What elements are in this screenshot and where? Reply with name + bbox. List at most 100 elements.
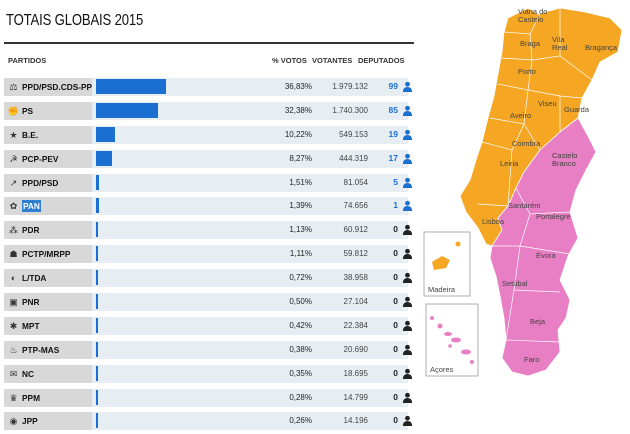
- svg-text:Faro: Faro: [524, 355, 539, 364]
- vote-count: 81.054: [343, 177, 368, 187]
- page-title: TOTAIS GLOBAIS 2015: [6, 12, 144, 29]
- party-cell: ♛ PPM: [4, 388, 92, 407]
- ppm-logo-icon: ♛: [9, 392, 18, 403]
- vote-percentage: 1,39%: [289, 201, 312, 211]
- table-row[interactable]: ✱ MPT 0,42% 22.384 0: [4, 315, 416, 339]
- vote-count: 18.695: [343, 368, 368, 378]
- vote-percentage: 0,42%: [289, 320, 312, 330]
- person-icon: [402, 249, 413, 260]
- svg-text:Portalegre: Portalegre: [536, 212, 571, 221]
- ptp-logo-icon: ♨: [9, 344, 18, 355]
- seat-count: 0: [393, 272, 398, 283]
- row-background: [4, 245, 408, 264]
- seat-count: 17: [388, 152, 398, 163]
- table-row[interactable]: ☭ PCP-PEV 8,27% 444.319 17: [4, 148, 416, 172]
- person-icon: [402, 201, 413, 212]
- svg-text:Évora: Évora: [536, 251, 556, 260]
- party-name: PPM: [22, 392, 40, 403]
- party-cell: ⚖ PPD/PSD.CDS-PP: [4, 78, 92, 96]
- party-cell: ▣ PNR: [4, 293, 92, 312]
- seat-count: 0: [393, 224, 398, 235]
- table-row[interactable]: ◐ L/TDA 0,72% 38.958 0: [4, 267, 416, 291]
- vote-count: 20.690: [343, 344, 368, 354]
- person-icon: [402, 416, 413, 427]
- person-icon: [402, 129, 413, 140]
- seat-count: 5: [393, 176, 398, 187]
- table-row[interactable]: ★ B.E. 10,22% 549.153 19: [4, 124, 416, 148]
- person-icon: [402, 81, 413, 92]
- row-background: [4, 173, 408, 192]
- jpp-logo-icon: ◉: [9, 416, 18, 427]
- seat-count: 0: [393, 319, 398, 330]
- vote-count: 60.912: [343, 225, 368, 235]
- vote-share-bar: [96, 79, 166, 94]
- seat-count: 0: [393, 296, 398, 307]
- vote-count: 27.104: [343, 297, 368, 307]
- table-row[interactable]: ↗ PPD/PSD 1,51% 81.054 5: [4, 172, 416, 196]
- vote-share-bar: [96, 126, 116, 142]
- svg-text:Açores: Açores: [430, 365, 454, 374]
- table-row[interactable]: ✊ PS 32,38% 1.740.300 85: [4, 100, 416, 124]
- vote-share-bar: [96, 150, 112, 166]
- ps-logo-icon: ✊: [7, 105, 20, 116]
- coalition-logo-icon: ⚖: [9, 82, 18, 92]
- party-cell: ◉ JPP: [4, 412, 92, 431]
- party-cell: ⁂ PDR: [4, 221, 92, 240]
- svg-text:Madeira: Madeira: [428, 285, 456, 294]
- svg-text:Viseu: Viseu: [538, 99, 557, 108]
- vote-count: 1.979.132: [332, 82, 368, 91]
- vote-share-bar: [96, 222, 99, 238]
- person-icon: [402, 272, 413, 284]
- svg-text:Viana do: Viana do: [518, 7, 547, 16]
- svg-text:Santarém: Santarém: [508, 201, 541, 210]
- table-row[interactable]: ♛ PPM 0,28% 14.799 0: [4, 387, 416, 411]
- vote-percentage: 0,72%: [289, 273, 312, 283]
- table-row[interactable]: ✿ PAN 1,39% 74.656 1: [4, 195, 416, 219]
- table-row[interactable]: ✉ NC 0,35% 18.695 0: [4, 363, 416, 387]
- table-row[interactable]: ♨ PTP-MAS 0,38% 20.690 0: [4, 339, 416, 363]
- vote-count: 444.319: [339, 153, 368, 163]
- psd-logo-icon: ↗: [9, 177, 18, 188]
- svg-text:Braga: Braga: [520, 39, 541, 48]
- seat-count: 0: [393, 248, 398, 259]
- table-row[interactable]: ▣ PNR 0,50% 27.104 0: [4, 291, 416, 315]
- svg-text:Leiria: Leiria: [500, 159, 519, 168]
- livre-logo-icon: ◐: [10, 273, 17, 284]
- svg-text:Porto: Porto: [518, 67, 536, 76]
- party-cell: ☭ PCP-PEV: [4, 149, 92, 168]
- vote-share-bar: [96, 413, 98, 429]
- person-icon: [402, 153, 413, 164]
- table-row[interactable]: ☗ PCTP/MRPP 1,11% 59.812 0: [4, 243, 416, 267]
- header-votantes: VOTANTES: [312, 56, 353, 65]
- table-row[interactable]: ⚖ PPD/PSD.CDS-PP 36,83% 1.979.132 99: [4, 76, 416, 100]
- party-cell: ✿ PAN: [4, 197, 92, 216]
- party-name: PPD/PSD: [22, 177, 59, 188]
- acores-islands: [430, 316, 474, 364]
- vote-share-bar: [96, 174, 99, 190]
- svg-text:Aveiro: Aveiro: [510, 111, 531, 120]
- person-icon: [402, 344, 413, 355]
- header-votos: % VOTOS: [272, 56, 307, 65]
- person-icon: [402, 368, 413, 379]
- porto-santo-island: [455, 241, 461, 247]
- row-background: [4, 269, 408, 288]
- party-cell: ✱ MPT: [4, 316, 92, 335]
- vote-percentage: 10,22%: [284, 129, 312, 139]
- party-cell: ◐ L/TDA: [4, 269, 92, 288]
- table-row[interactable]: ◉ JPP 0,26% 14.196 0: [4, 410, 416, 434]
- vote-share-bar: [96, 198, 99, 214]
- svg-text:Coimbra: Coimbra: [512, 139, 541, 148]
- party-name: MPT: [22, 320, 40, 331]
- vote-percentage: 1,11%: [289, 249, 312, 259]
- row-background: [4, 340, 408, 359]
- seat-count: 19: [388, 128, 398, 139]
- table-row[interactable]: ⁂ PDR 1,13% 60.912 0: [4, 219, 416, 243]
- map-region-pink: [489, 117, 597, 377]
- seat-count: 0: [393, 391, 398, 402]
- vote-count: 14.196: [343, 416, 368, 426]
- party-cell: ↗ PPD/PSD: [4, 173, 92, 192]
- party-name: NC: [22, 368, 34, 379]
- vote-count: 14.799: [343, 392, 368, 402]
- vote-percentage: 0,28%: [289, 392, 312, 402]
